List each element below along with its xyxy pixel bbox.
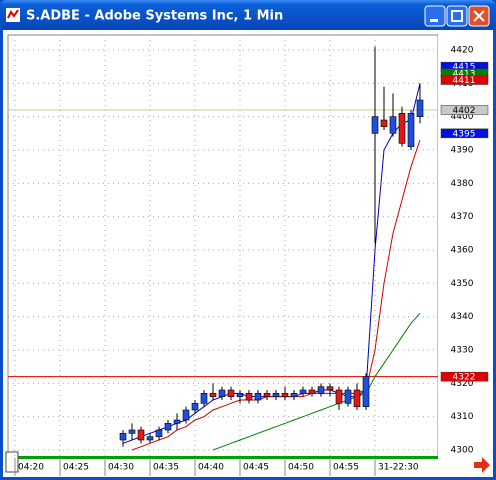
candle-body	[398, 113, 406, 144]
candle-body	[389, 116, 397, 134]
y-tick-label: 4400	[451, 112, 474, 122]
candle-body	[191, 403, 199, 411]
scroll-right-arrow[interactable]	[474, 457, 490, 473]
x-tick-label: 04:55	[333, 463, 359, 473]
candle-body	[254, 393, 262, 401]
y-tick-label: 4340	[451, 312, 474, 322]
x-tick-label: 31-22:30	[378, 463, 419, 473]
scroll-box[interactable]	[5, 451, 19, 473]
y-tick-label: 4350	[451, 279, 474, 289]
candle-body	[209, 393, 217, 397]
minimize-button[interactable]	[424, 5, 446, 27]
y-tick-label: 4330	[451, 346, 474, 356]
price-marker	[440, 75, 489, 85]
candle-body	[344, 389, 352, 404]
candle-body	[380, 119, 388, 127]
candle-body	[326, 386, 334, 391]
x-tick-label: 04:40	[198, 463, 224, 473]
candle-body	[146, 436, 154, 441]
candle-body	[173, 419, 181, 424]
price-marker-label: 4411	[453, 76, 476, 86]
candle-body	[335, 389, 343, 404]
y-tick-label: 4300	[451, 446, 474, 456]
candle-body	[272, 393, 280, 397]
baseline-bar	[8, 456, 438, 459]
y-tick-label: 4310	[451, 412, 474, 422]
candle-body	[200, 393, 208, 404]
candle-body	[182, 409, 190, 421]
price-marker-label: 4322	[453, 373, 476, 383]
candle-body	[362, 376, 370, 407]
price-marker-label: 4395	[453, 129, 476, 139]
x-tick-label: 04:50	[288, 463, 314, 473]
candle-body	[353, 389, 361, 407]
app-icon-glyph	[7, 9, 19, 19]
y-tick-label: 4320	[451, 379, 474, 389]
x-tick-label: 04:35	[153, 463, 179, 473]
candle-body	[416, 99, 424, 117]
y-tick-label: 4380	[451, 179, 474, 189]
candle-body	[218, 389, 226, 397]
x-tick-label: 04:30	[108, 463, 134, 473]
x-tick-label: 04:20	[18, 463, 44, 473]
candle-body	[290, 393, 298, 397]
candle-body	[236, 393, 244, 397]
y-tick-label: 4390	[451, 146, 474, 156]
candle-body	[137, 429, 145, 441]
maximize-button[interactable]	[446, 5, 468, 27]
y-tick-label: 4420	[451, 46, 474, 56]
candle-body	[281, 393, 289, 397]
candle-body	[245, 393, 253, 401]
candle-body	[227, 389, 235, 397]
candle-body	[371, 116, 379, 134]
candle-body	[164, 423, 172, 431]
y-tick-label: 4370	[451, 212, 474, 222]
price-marker	[440, 371, 489, 382]
close-button[interactable]	[468, 5, 490, 27]
candle-body	[299, 389, 307, 394]
candle-body	[128, 429, 136, 434]
price-marker-label: 4413	[453, 69, 476, 79]
candle-body	[263, 393, 271, 397]
candle-body	[308, 389, 316, 394]
x-tick-label: 04:25	[63, 463, 89, 473]
candle-body	[119, 433, 127, 441]
y-tick-label: 4360	[451, 246, 474, 256]
candle-body	[155, 429, 163, 437]
window-title: S.ADBE - Adobe Systems Inc, 1 Min	[26, 9, 283, 24]
x-tick-label: 04:45	[243, 463, 269, 473]
indicator-line	[212, 312, 421, 451]
price-marker	[440, 105, 489, 115]
price-marker-label: 4402	[453, 106, 476, 116]
title-bar	[0, 0, 496, 30]
candle-body	[407, 113, 415, 147]
price-marker-label: 4415	[453, 63, 476, 73]
price-marker	[440, 128, 489, 139]
candle-body	[317, 386, 325, 394]
